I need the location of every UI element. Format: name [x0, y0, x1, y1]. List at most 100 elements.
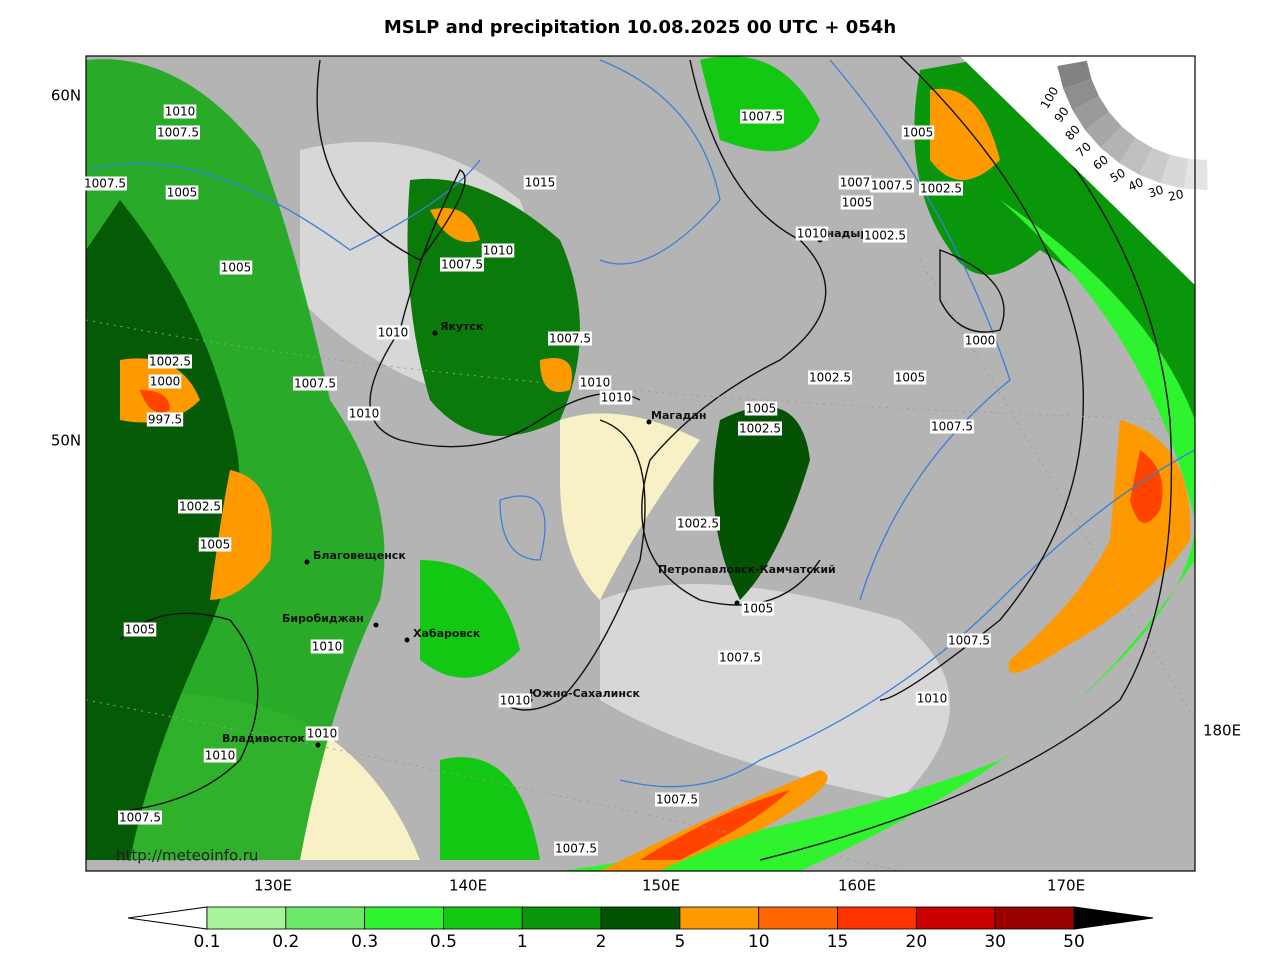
legend-swatch [679, 906, 760, 930]
isobar-label: 1002.5 [149, 355, 191, 369]
isobar-label-bg [293, 376, 337, 391]
city-label: Петропавловск-Камчатский [658, 563, 836, 576]
city-dot [315, 742, 321, 748]
isobar-label: 1007.5 [294, 377, 336, 391]
isobar-label: 1007.5 [741, 110, 783, 124]
legend-swatch [837, 906, 917, 930]
isobar-label-bg [870, 178, 914, 193]
isobar-label-bg [481, 243, 515, 258]
lon-label: 160E [838, 877, 876, 895]
isobar-label-bg [655, 792, 699, 807]
city-label: Магадан [651, 409, 706, 422]
lat-label: 50N [51, 432, 81, 450]
legend-tick-label: 10 [748, 932, 770, 952]
isobar-label: 1010 [349, 407, 380, 421]
legend-swatch [443, 906, 523, 930]
legend-tick-label: 0.2 [272, 932, 299, 952]
isobar-label-bg [676, 516, 720, 531]
isobar-label: 1010 [307, 727, 338, 741]
legend-swatch [600, 906, 681, 930]
isobar-label: 1010 [205, 749, 236, 763]
isobar-label-bg [156, 125, 200, 140]
city-label: Анадырь [818, 227, 875, 240]
isobar-label: 1007.5 [719, 651, 761, 665]
legend-tick-label: 0.3 [351, 932, 378, 952]
isobar-label: 1005 [903, 126, 934, 140]
isobar-label: 1010 [483, 244, 514, 258]
isobar-label: 1002.5 [809, 371, 851, 385]
cloud-scale-cell [1085, 112, 1122, 148]
isobar-label-bg [219, 260, 253, 275]
city-dot [373, 622, 379, 628]
legend-swatch [758, 906, 838, 930]
city-label: Биробиджан [282, 612, 364, 625]
isobar-label: 1007.5 [119, 811, 161, 825]
map-frame [85, 55, 1196, 872]
isobar-label: 1005 [167, 186, 198, 200]
isobar-label: 1007.5 [871, 179, 913, 193]
legend-swatch [285, 906, 366, 930]
isobar-label-bg [123, 622, 157, 637]
isobar-label: 1005 [743, 602, 774, 616]
isobar-label-bg [305, 726, 339, 741]
legend-swatch [364, 906, 444, 930]
isobar-label-bg [947, 633, 991, 648]
isobar-label: 1010 [917, 692, 948, 706]
isobar-label: 1010 [580, 376, 611, 390]
isobar-label: 1007.5 [948, 634, 990, 648]
city-dot [304, 559, 310, 565]
isobar-label-bg [203, 748, 237, 763]
legend-under [127, 906, 208, 930]
isobar-label: 1000 [965, 334, 996, 348]
legend-tick-label: 1 [517, 932, 528, 952]
legend-over [1073, 906, 1154, 930]
isobar-label: 1007.5 [931, 420, 973, 434]
city-dot [404, 637, 410, 643]
isobar-label-bg [548, 331, 592, 346]
isobar-label: 1015 [525, 176, 556, 190]
isobar-label-bg [523, 175, 557, 190]
isobar-label-bg [808, 370, 852, 385]
isobar-label: 1000 [150, 375, 181, 389]
isobar-label-bg [915, 691, 949, 706]
cloud-scale-cell [1057, 60, 1092, 89]
city-label: Владивосток [222, 732, 305, 745]
isobar-label-bg [178, 499, 222, 514]
lon-label: 140E [449, 877, 487, 895]
isobar-label-bg [718, 650, 762, 665]
cloud-scale-cell [1072, 96, 1110, 131]
isobar-label: 1002.5 [739, 422, 781, 436]
isobar-label: 1010 [500, 694, 531, 708]
legend-swatch [521, 906, 602, 930]
isobar-label: 1007.5 [157, 126, 199, 140]
legend: 0.1 0.2 0.3 0.5 1 2 5 10 15 20 30 50 [127, 906, 1154, 952]
isobar-label: 1010 [378, 326, 409, 340]
city-label: Благовещенск [313, 549, 406, 562]
cloud-scale-label: 30 [1146, 183, 1165, 201]
cloud-scale-label: 20 [1167, 187, 1185, 204]
city-dot [432, 330, 438, 336]
isobar-label: 1002.5 [179, 500, 221, 514]
isobar-label: 1007.5 [549, 332, 591, 346]
isobar-label: 1010 [312, 640, 343, 654]
isobar-label-bg [740, 109, 784, 124]
isobar-label-bg [795, 226, 829, 241]
isobar-label-bg [599, 390, 633, 405]
cloud-scale-label: 40 [1126, 175, 1146, 194]
isobar-label-bg [148, 374, 182, 389]
isobar-label-bg [919, 181, 963, 196]
isobar-label: 1007.5 [84, 177, 126, 191]
isobar-label: 1010 [797, 227, 828, 241]
isobar-label-bg [440, 257, 484, 272]
legend-tick-label: 20 [906, 932, 928, 952]
isobar-label: 1002.5 [920, 182, 962, 196]
isobar-label-bg [165, 185, 199, 200]
isobar-label: 1005 [895, 371, 926, 385]
legend-tick-label: 30 [984, 932, 1006, 952]
isobar-label: 1010 [601, 391, 632, 405]
isobar-label-bg [163, 104, 197, 119]
cloud-scale-cell [1119, 138, 1153, 175]
isobar-label-bg [554, 841, 598, 856]
legend-tick-label: 50 [1063, 932, 1085, 952]
legend-tick-label: 2 [596, 932, 607, 952]
